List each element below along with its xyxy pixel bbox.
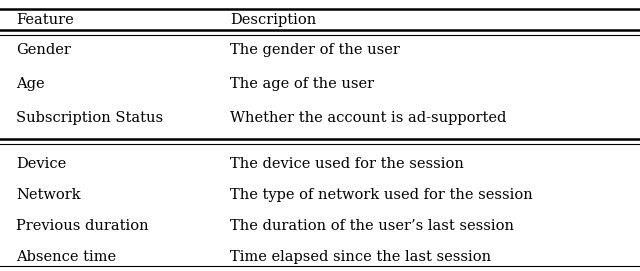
Text: Age: Age [16,77,45,91]
Text: The type of network used for the session: The type of network used for the session [230,188,533,202]
Text: Absence time: Absence time [16,250,116,264]
Text: The age of the user: The age of the user [230,77,374,91]
Text: Network: Network [16,188,81,202]
Text: Description: Description [230,12,317,27]
Text: Gender: Gender [16,43,71,57]
Text: Feature: Feature [16,12,74,27]
Text: Whether the account is ad-supported: Whether the account is ad-supported [230,111,507,125]
Text: Subscription Status: Subscription Status [16,111,163,125]
Text: The device used for the session: The device used for the session [230,157,464,171]
Text: Time elapsed since the last session: Time elapsed since the last session [230,250,492,264]
Text: Previous duration: Previous duration [16,219,148,233]
Text: Device: Device [16,157,67,171]
Text: The gender of the user: The gender of the user [230,43,400,57]
Text: The duration of the user’s last session: The duration of the user’s last session [230,219,515,233]
